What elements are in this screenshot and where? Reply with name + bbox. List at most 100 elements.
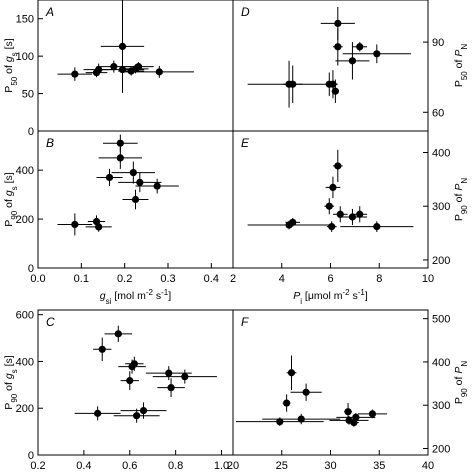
- data-point: [340, 221, 414, 233]
- data-point: [352, 42, 368, 52]
- x-tick-label: 0.4: [204, 273, 219, 285]
- y-tick-label: 400: [16, 165, 34, 177]
- y-tick-label: 50: [22, 89, 34, 101]
- panel-frame: [232, 0, 429, 132]
- y-tick-label: 200: [432, 444, 450, 456]
- point-marker: [114, 330, 122, 338]
- panel-label: C: [46, 315, 55, 329]
- x-tick-label: 30: [324, 460, 336, 472]
- data-point: [326, 221, 337, 233]
- point-marker: [356, 210, 364, 218]
- point-marker: [356, 43, 364, 51]
- data-point: [332, 149, 343, 183]
- point-marker: [95, 223, 103, 231]
- x-tick-label: 10: [422, 273, 434, 285]
- point-marker: [98, 345, 106, 353]
- y-tick-label: 200: [16, 403, 34, 415]
- y-tick-label: 60: [432, 107, 444, 119]
- point-marker: [283, 399, 291, 407]
- panel-e: E 200 300 400 2 4 6 8 10 P90 of PN Pi [μmol m-2 s-…: [230, 130, 469, 306]
- x-tick-label: 25: [276, 460, 288, 472]
- point-marker: [153, 182, 161, 190]
- data-point: [324, 198, 335, 215]
- data-point: [57, 213, 93, 236]
- data-point: [125, 356, 144, 371]
- data-point: [120, 371, 139, 390]
- x-tick-label: 0.0: [30, 273, 45, 285]
- data-point: [57, 67, 93, 81]
- y-axis-label: P90 of gs [s]: [3, 172, 19, 226]
- data-point: [104, 325, 133, 343]
- data-point: [96, 60, 132, 73]
- point-marker: [116, 139, 124, 147]
- data-point: [93, 337, 112, 361]
- x-axis-label: gsi [mol m-2 s-1]: [100, 288, 171, 306]
- data-point: [342, 44, 411, 64]
- x-tick-label: 0.4: [76, 460, 91, 472]
- data-point: [325, 176, 341, 199]
- y-tick-label: 0: [28, 263, 34, 275]
- point-marker: [328, 223, 336, 231]
- point-marker: [348, 57, 357, 65]
- data-point: [352, 206, 368, 223]
- y-tick-label: 150: [16, 14, 34, 26]
- data-point: [337, 208, 368, 226]
- point-marker: [116, 154, 124, 162]
- x-tick-label: 40: [422, 460, 434, 472]
- panel-label: B: [46, 136, 54, 150]
- point-marker: [126, 377, 134, 385]
- point-marker: [71, 70, 79, 78]
- point-marker: [334, 43, 342, 51]
- y-tick-label: 500: [432, 314, 450, 326]
- panel-c: C 0 200 400 600 0.2 0.4 0.6 0.8 1.0 P90 of gs [s]: [3, 309, 234, 472]
- panel-d: D 60 90 P50 of PN: [232, 0, 469, 132]
- x-axis-label: Pi [μmol m-2 s-1]: [293, 288, 368, 306]
- point-marker: [276, 418, 284, 426]
- point-marker: [129, 168, 137, 177]
- point-marker: [334, 19, 342, 27]
- y-tick-label: 300: [432, 400, 450, 412]
- data-point: [122, 189, 149, 210]
- data-point: [282, 394, 291, 412]
- point-marker: [287, 369, 296, 377]
- point-marker: [352, 413, 360, 421]
- x-tick-label: 0.3: [160, 273, 175, 285]
- point-marker: [334, 162, 342, 170]
- point-marker: [329, 80, 337, 88]
- point-marker: [289, 218, 297, 226]
- data-point: [85, 222, 112, 232]
- panel-label: E: [241, 136, 250, 150]
- y-axis-label: P50 of gs [s]: [3, 38, 19, 92]
- x-tick-label: 20: [227, 460, 239, 472]
- point-marker: [131, 195, 140, 204]
- data-point: [100, 0, 145, 93]
- y-tick-label: 600: [16, 310, 34, 322]
- point-marker: [329, 183, 337, 192]
- data-point: [262, 413, 341, 425]
- point-marker: [302, 388, 310, 396]
- y-axis-label: P90 of PN: [453, 361, 469, 405]
- x-tick-label: 6: [327, 273, 333, 285]
- data-point: [118, 172, 162, 193]
- point-marker: [331, 87, 339, 95]
- point-marker: [165, 369, 173, 377]
- data-point: [286, 355, 297, 391]
- point-marker: [134, 63, 143, 71]
- data-point: [74, 406, 121, 421]
- data-point: [152, 369, 217, 384]
- point-marker: [181, 373, 189, 381]
- data-point: [332, 206, 348, 223]
- point-marker: [94, 409, 102, 417]
- panel-label: D: [241, 5, 250, 19]
- x-tick-label: 0.2: [117, 273, 132, 285]
- y-tick-label: 400: [432, 357, 450, 369]
- data-point: [290, 383, 322, 401]
- x-tick-label: 2: [230, 273, 236, 285]
- point-marker: [297, 415, 305, 423]
- y-tick-label: 300: [432, 201, 450, 213]
- x-tick-label: 1.0: [214, 460, 229, 472]
- panel-f: F 200 300 400 500 20 25 30 35 40 P90 of PN: [227, 309, 469, 472]
- y-tick-label: 0: [28, 450, 34, 462]
- y-tick-label: 400: [16, 356, 34, 368]
- x-tick-label: 0.6: [122, 460, 137, 472]
